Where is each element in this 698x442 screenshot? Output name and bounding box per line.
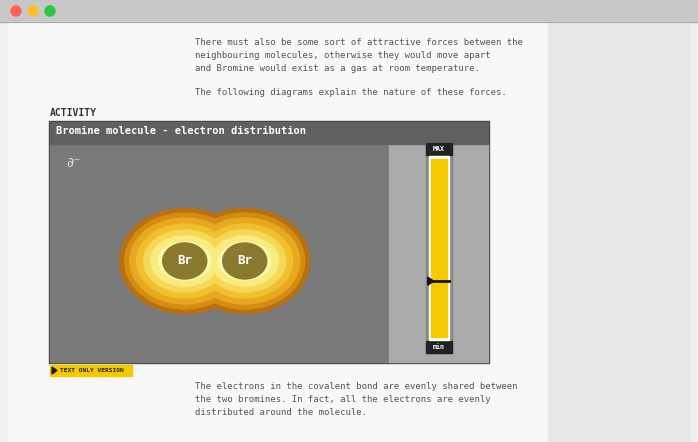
Bar [8, 22, 548, 442]
Ellipse shape [151, 236, 218, 286]
Bar [49, 121, 489, 363]
Circle shape [11, 6, 21, 16]
Ellipse shape [137, 224, 232, 298]
Text: Br: Br [237, 255, 252, 267]
Text: Br: Br [177, 255, 192, 267]
Ellipse shape [211, 236, 279, 286]
Circle shape [28, 6, 38, 16]
Ellipse shape [179, 209, 310, 313]
Ellipse shape [223, 243, 267, 279]
Ellipse shape [204, 230, 285, 292]
Bar [50, 365, 132, 376]
Text: The electrons in the covalent bond are evenly shared between
the two bromines. I: The electrons in the covalent bond are e… [195, 382, 517, 417]
Text: TEXT ONLY VERSION: TEXT ONLY VERSION [60, 368, 124, 373]
Text: Bromine molecule - electron distribution: Bromine molecule - electron distribution [56, 126, 306, 136]
Ellipse shape [144, 230, 225, 292]
Bar [50, 122, 488, 144]
Bar [426, 143, 452, 353]
Text: ∂⁻: ∂⁻ [66, 156, 80, 170]
Bar [426, 341, 452, 353]
Ellipse shape [120, 209, 250, 313]
Circle shape [45, 6, 55, 16]
Ellipse shape [125, 213, 245, 309]
Bar [426, 143, 452, 155]
Ellipse shape [197, 224, 292, 298]
Polygon shape [428, 277, 433, 285]
Bar [429, 156, 449, 340]
Polygon shape [52, 367, 57, 374]
Text: ACTIVITY: ACTIVITY [50, 108, 97, 118]
Bar [389, 144, 488, 362]
Ellipse shape [190, 218, 299, 304]
Ellipse shape [163, 243, 207, 279]
Text: There must also be some sort of attractive forces between the
neighbouring molec: There must also be some sort of attracti… [195, 38, 523, 73]
Text: MAX: MAX [433, 146, 445, 152]
Ellipse shape [185, 213, 305, 309]
Ellipse shape [130, 218, 239, 304]
Ellipse shape [218, 242, 271, 280]
Bar [548, 22, 690, 442]
Text: The following diagrams explain the nature of these forces.: The following diagrams explain the natur… [195, 88, 507, 97]
Bar [431, 159, 447, 337]
Bar [50, 144, 389, 362]
Text: min: min [433, 344, 445, 350]
Ellipse shape [158, 242, 211, 280]
Bar [0, 0, 698, 22]
